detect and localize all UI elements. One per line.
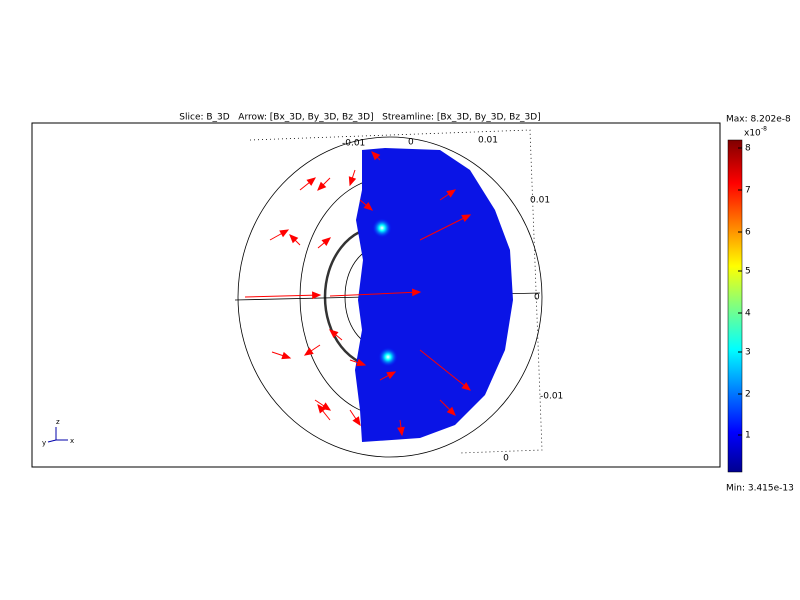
arrow-head [321, 237, 331, 247]
arrow-shaft [329, 291, 421, 297]
colorbar-ticks: 8 7 6 5 4 3 2 1 [738, 144, 751, 441]
plot-title: Slice: B_3D Arrow: [Bx_3D, By_3D, Bz_3D]… [179, 113, 540, 123]
arrow-head [386, 371, 397, 380]
colorbar-tick-label: 6 [745, 228, 751, 238]
axis-label: 0 [408, 138, 414, 148]
colorbar-tick-label: 2 [745, 390, 751, 400]
arrow-head [329, 329, 339, 339]
arrow-head [446, 406, 456, 416]
arrow-head [461, 382, 472, 391]
arrow-head [317, 403, 326, 414]
colorbar-tick-label: 4 [745, 309, 751, 319]
arrow-shaft [419, 349, 471, 391]
hotspot [378, 347, 398, 367]
hotspot [372, 218, 392, 238]
triad-label: z [56, 418, 60, 426]
axis-label: 0.01 [478, 136, 498, 146]
colorbar-tick-label: 8 [745, 144, 751, 154]
colorbar-max: Max: 8.202e-8 [726, 115, 791, 125]
arrow-shaft [244, 294, 321, 298]
arrow-head [446, 189, 457, 198]
arrow-head [352, 416, 361, 427]
axis-label: 0 [503, 454, 509, 464]
arrow-head [371, 151, 381, 161]
arrow-head [356, 358, 367, 367]
arrow-head [461, 214, 472, 222]
arrows [244, 151, 472, 437]
colorbar-exponent-power: -8 [761, 126, 767, 133]
triad-label: x [70, 437, 74, 445]
colorbar [727, 139, 743, 473]
arrow-head [289, 234, 299, 244]
axis-label: -0.01 [342, 139, 365, 149]
colorbar-tick-label: 7 [745, 186, 751, 196]
colorbar-tick-label: 5 [745, 267, 751, 277]
colorbar-tick-label: 1 [745, 431, 751, 441]
arrow-head [279, 229, 290, 238]
arrow-head [348, 176, 357, 187]
arrow-head [306, 177, 317, 186]
arrow-head [281, 351, 292, 360]
triad [47, 427, 68, 443]
arrow-head [411, 288, 422, 297]
arrow-shaft [419, 214, 471, 241]
axis-label: -0.01 [540, 392, 563, 402]
axis-label: 0.01 [530, 196, 550, 206]
colorbar-exponent: x10 [744, 129, 761, 139]
colorbar-tick-label: 3 [745, 348, 751, 358]
colorbar-min: Min: 3.415e-13 [726, 484, 794, 494]
slice [355, 148, 513, 442]
arrow-head [363, 201, 373, 211]
arrow-head [312, 291, 322, 300]
arrow-head [317, 181, 327, 191]
arrow-head [397, 426, 405, 437]
axis-label: 0 [534, 293, 540, 303]
triad-label: y [42, 439, 46, 447]
arrow-head [303, 347, 314, 356]
